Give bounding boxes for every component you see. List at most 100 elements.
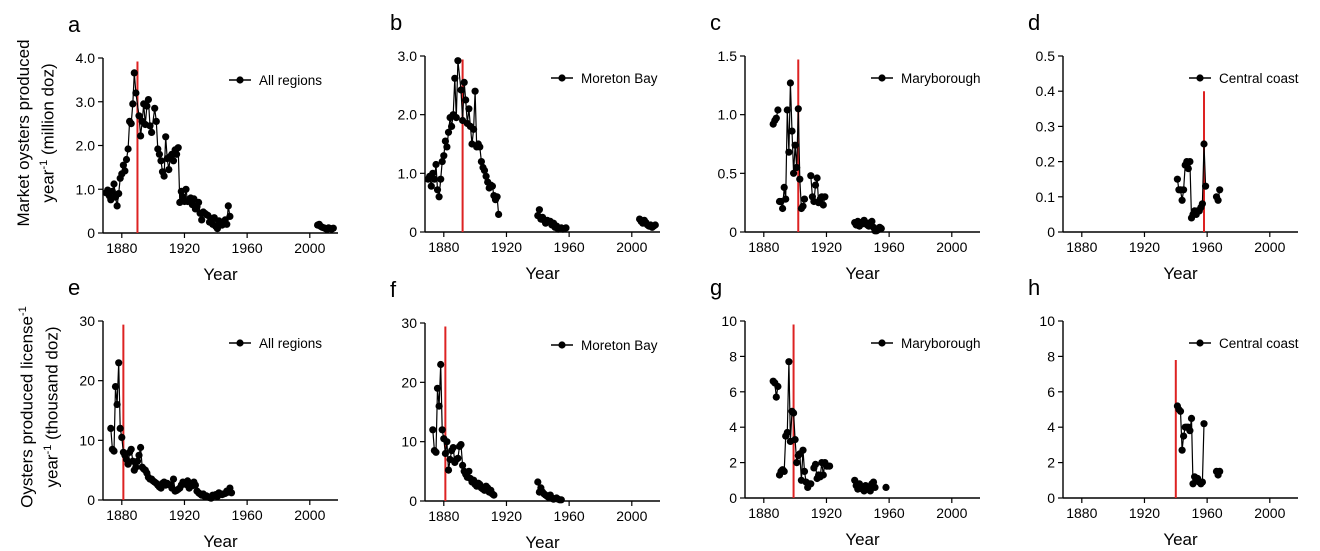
data-point <box>107 424 115 432</box>
y-tick-label: 3.0 <box>76 94 96 110</box>
data-point <box>432 448 440 456</box>
data-point <box>785 148 793 156</box>
data-point <box>435 402 443 410</box>
data-point <box>651 221 659 229</box>
data-point <box>480 166 489 174</box>
y-tick-label: 3.0 <box>398 48 418 64</box>
x-axis-label: Year <box>845 264 880 283</box>
legend-marker <box>1196 74 1204 82</box>
x-tick-label: 2000 <box>616 239 647 255</box>
data-point <box>788 127 796 135</box>
data-point <box>144 96 152 104</box>
data-point <box>433 186 442 194</box>
x-tick-label: 2000 <box>294 240 325 256</box>
data-point <box>557 496 565 504</box>
data-point <box>191 481 199 489</box>
y-tick-label: 0 <box>729 224 737 240</box>
data-point <box>135 451 143 459</box>
data-point <box>465 105 473 113</box>
legend-label: Moreton Bay <box>581 71 658 86</box>
data-point <box>495 210 503 218</box>
x-tick-label: 1960 <box>874 505 905 521</box>
data-point <box>1180 186 1188 194</box>
data-point <box>113 400 121 409</box>
data-point <box>1187 414 1196 422</box>
y-tick-label: 0 <box>1047 224 1055 240</box>
data-point <box>476 143 484 151</box>
x-axis-label: Year <box>203 532 238 551</box>
x-tick-label: 2000 <box>1254 505 1285 521</box>
y-tick-label: 30 <box>401 315 417 331</box>
data-point <box>160 172 168 180</box>
data-point <box>429 169 437 177</box>
data-point <box>1184 165 1192 173</box>
data-point <box>1180 432 1188 440</box>
panel-label: e <box>68 275 80 300</box>
data-point <box>329 224 337 232</box>
data-point <box>432 160 440 169</box>
data-point <box>821 193 829 201</box>
data-point <box>877 224 885 233</box>
data-point <box>122 155 131 164</box>
data-point <box>791 141 799 149</box>
legend-marker <box>878 74 886 82</box>
series-line <box>105 72 231 231</box>
y-tick-label: 20 <box>79 373 95 389</box>
data-point <box>133 457 142 465</box>
y-axis-label-top-line2: year-1 (million doz) <box>38 63 58 203</box>
y-tick-label: 10 <box>721 313 737 329</box>
data-point <box>198 216 206 224</box>
data-point <box>791 436 799 444</box>
x-tick-label: 1960 <box>554 508 585 524</box>
data-point <box>793 459 801 467</box>
x-tick-label: 1960 <box>232 240 263 256</box>
x-axis-label: Year <box>1163 530 1198 549</box>
data-point <box>796 175 804 183</box>
data-point <box>174 144 182 152</box>
data-point <box>807 480 815 488</box>
data-point <box>1200 420 1208 428</box>
data-point <box>155 150 163 158</box>
x-tick-label: 1880 <box>748 239 779 255</box>
data-point <box>444 128 453 136</box>
x-tick-label: 1960 <box>232 507 263 523</box>
y-tick-label: 0 <box>409 493 417 509</box>
data-point <box>137 443 145 452</box>
y-tick-label: 0 <box>87 225 95 241</box>
y-tick-label: 4.0 <box>76 50 96 66</box>
data-point <box>227 489 236 497</box>
data-point <box>157 157 165 165</box>
y-tick-label: 4 <box>1047 419 1055 435</box>
data-point <box>1178 196 1186 204</box>
x-tick-label: 1920 <box>1129 239 1160 255</box>
data-point <box>441 449 449 458</box>
data-point <box>132 89 140 97</box>
chart-panel-b: b 0 1.0 2.0 3.0 1880 1920 1960 2000 Year Moreton B… <box>390 10 660 283</box>
data-point <box>790 169 798 177</box>
data-point <box>448 122 456 130</box>
data-point <box>1198 478 1206 486</box>
y-tick-label: 1.0 <box>718 107 738 123</box>
data-point <box>786 79 795 87</box>
data-point <box>113 202 121 210</box>
y-tick-label: 1.0 <box>76 181 96 197</box>
data-point <box>780 467 788 475</box>
y-axis-label-top: Market oysters produced year-1 (million … <box>13 33 58 233</box>
data-point <box>437 360 445 369</box>
data-point <box>224 202 232 210</box>
data-point <box>226 212 234 220</box>
data-point <box>783 428 791 437</box>
data-point <box>457 441 465 449</box>
data-point <box>470 125 478 133</box>
y-tick-label: 0.5 <box>718 165 738 181</box>
data-point <box>462 96 470 104</box>
data-point <box>1200 140 1208 148</box>
data-point <box>1202 182 1210 190</box>
data-point <box>534 478 542 486</box>
data-point <box>819 201 827 209</box>
panel-label: f <box>390 277 397 302</box>
y-tick-label: 0.5 <box>1036 48 1056 64</box>
data-point <box>146 122 154 130</box>
data-point <box>430 175 438 183</box>
x-tick-label: 1880 <box>748 505 779 521</box>
